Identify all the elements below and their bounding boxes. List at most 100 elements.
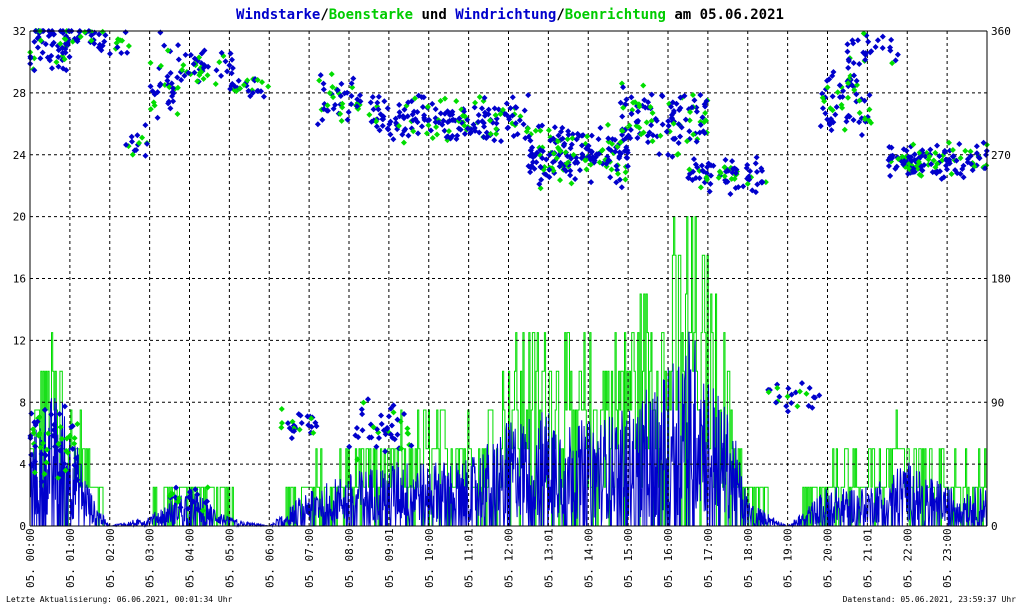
wind-direction-point (401, 411, 408, 418)
gust-direction-point (717, 169, 724, 176)
wind-direction-point (493, 120, 500, 127)
wind-direction-point (732, 170, 739, 177)
wind-direction-point (964, 156, 971, 163)
wind-direction-point (619, 131, 626, 138)
y-left-tick-label: 24 (13, 149, 27, 162)
wind-direction-point (776, 393, 783, 400)
wind-direction-point (491, 137, 498, 144)
wind-direction-point (387, 131, 394, 138)
wind-direction-point (730, 165, 737, 172)
wind-direction-point (76, 28, 83, 35)
wind-direction-point (555, 132, 562, 139)
gust-direction-point (967, 148, 974, 155)
gust-direction-point (349, 84, 356, 91)
gust-direction-point (237, 85, 244, 92)
wind-direction-point (952, 167, 959, 174)
gust-direction-point (337, 110, 344, 117)
wind-direction-point (410, 117, 417, 124)
gust-direction-point (696, 167, 703, 174)
gust-direction-point (583, 166, 590, 173)
gust-direction-point (487, 117, 494, 124)
gust-direction-point (794, 403, 801, 410)
x-tick-label: 05. 09:01 (383, 528, 396, 588)
x-tick-label: 05. 15:00 (622, 528, 635, 588)
gust-direction-point (77, 33, 84, 40)
wind-direction-point (527, 152, 534, 159)
wind-direction-point (222, 58, 229, 65)
wind-direction-point (201, 47, 208, 54)
wind-direction-point (564, 153, 571, 160)
wind-direction-point (470, 121, 477, 128)
wind-direction-point (922, 153, 929, 160)
wind-direction-point (304, 413, 311, 420)
wind-direction-point (177, 504, 184, 511)
wind-direction-point (539, 122, 546, 129)
x-tick-label: 05. 07:00 (303, 528, 316, 588)
wind-direction-point (394, 416, 401, 423)
gust-direction-point (437, 97, 444, 104)
gust-direction-point (829, 107, 836, 114)
wind-direction-point (956, 141, 963, 148)
wind-direction-point (373, 443, 380, 450)
wind-direction-point (856, 61, 863, 68)
wind-direction-point (96, 41, 103, 48)
wind-direction-point (48, 52, 55, 59)
wind-direction-point (909, 169, 916, 176)
gust-direction-point (150, 99, 157, 106)
wind-direction-point (567, 167, 574, 174)
y-left-tick-label: 0 (19, 520, 26, 533)
gust-direction-point (899, 153, 906, 160)
wind-direction-point (375, 93, 382, 100)
wind-direction-point (38, 478, 45, 485)
wind-direction-point (348, 92, 355, 99)
gust-direction-point (670, 120, 677, 127)
wind-direction-point (512, 120, 519, 127)
wind-direction-point (645, 99, 652, 106)
wind-direction-point (686, 128, 693, 135)
wind-direction-point (102, 32, 109, 39)
wind-direction-point (861, 97, 868, 104)
gust-direction-point (310, 429, 317, 436)
gust-direction-point (687, 109, 694, 116)
gust-direction-point (136, 140, 143, 147)
gust-direction-point (328, 71, 335, 78)
gust-direction-point (856, 109, 863, 116)
wind-direction-point (788, 399, 795, 406)
gust-direction-point (686, 117, 693, 124)
gust-direction-point (497, 110, 504, 117)
gust-direction-point (324, 102, 331, 109)
chart-title-text: Windstarke/Boenstarke und Windrichtung/B… (236, 7, 784, 23)
gust-direction-point (167, 490, 174, 497)
wind-direction-point (559, 124, 566, 131)
wind-direction-point (439, 121, 446, 128)
wind-direction-point (527, 169, 534, 176)
wind-direction-point (377, 111, 384, 118)
wind-direction-point (648, 91, 655, 98)
wind-direction-point (672, 135, 679, 142)
gust-direction-point (31, 469, 38, 476)
gust-direction-point (410, 128, 417, 135)
wind-direction-point (509, 94, 516, 101)
wind-direction-point (182, 51, 189, 58)
wind-direction-point (854, 37, 861, 44)
gust-direction-point (587, 161, 594, 168)
title-part-0: Windstarke (236, 7, 320, 23)
wind-direction-point (888, 36, 895, 43)
gust-direction-point (537, 127, 544, 134)
wind-direction-point (567, 172, 574, 179)
wind-direction-point (170, 90, 177, 97)
wind-direction-point (576, 167, 583, 174)
wind-direction-point (753, 154, 760, 161)
wind-direction-point (957, 170, 964, 177)
wind-direction-point (456, 115, 463, 122)
wind-direction-point (320, 80, 327, 87)
wind-direction-point (586, 153, 593, 160)
wind-direction-point (46, 57, 53, 64)
wind-direction-point (960, 162, 967, 169)
wind-direction-point (752, 189, 759, 196)
wind-direction-point (844, 48, 851, 55)
wind-direction-point (476, 129, 483, 136)
wind-direction-point (900, 161, 907, 168)
wind-direction-point (254, 87, 261, 94)
x-tick-label: 05. 10:00 (423, 528, 436, 588)
